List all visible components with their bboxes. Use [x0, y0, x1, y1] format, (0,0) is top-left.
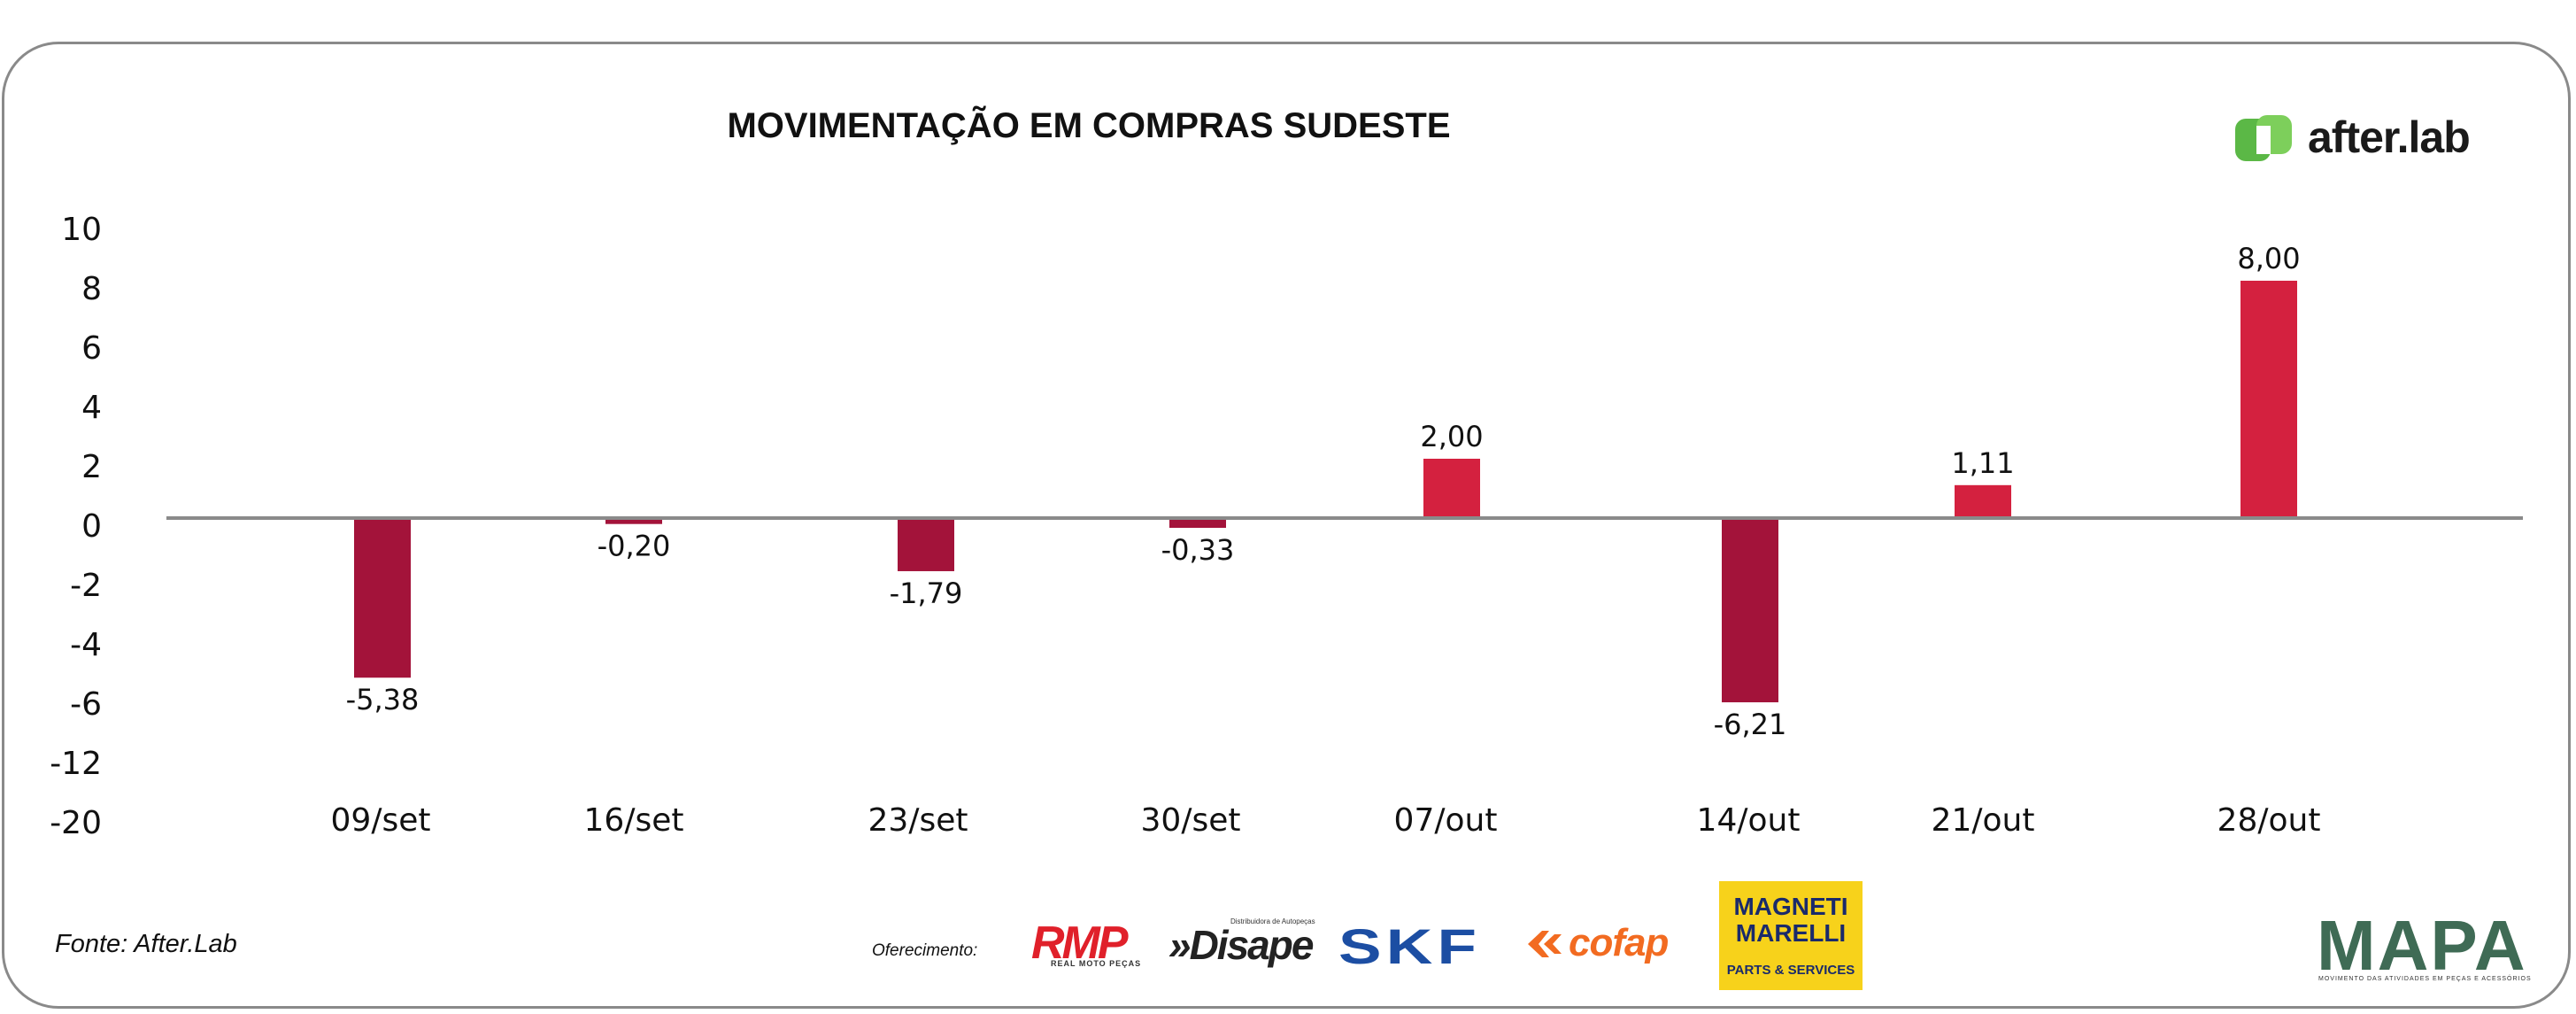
- chart-title: MOVIMENTAÇÃO EM COMPRAS SUDESTE: [727, 106, 1451, 145]
- disape-logo: Distribuidora de Autopeças »Disape: [1168, 912, 1323, 968]
- rmp-logo: RMP REAL MOTO PEÇAS: [1031, 917, 1146, 970]
- offer-label: Oferecimento:: [872, 941, 978, 960]
- afterlab-logo: after.lab: [2235, 112, 2483, 166]
- bar: [354, 518, 411, 678]
- mapa-logo: MAPA MOVIMENTO DAS ATIVIDADES EM PEÇAS E…: [2317, 910, 2531, 986]
- y-tick-label: 4: [81, 390, 102, 426]
- y-tick-label: 6: [81, 330, 102, 367]
- bar: [1722, 518, 1778, 703]
- skf-wordmark: SKF: [1338, 918, 1482, 974]
- chart-frame: [2, 42, 2571, 1009]
- rmp-wordmark: RMP: [1031, 917, 1129, 969]
- bar: [2241, 281, 2297, 518]
- data-label: -5,38: [346, 683, 420, 716]
- data-label: -6,21: [1714, 708, 1787, 741]
- data-label: 1,11: [1951, 446, 2014, 480]
- x-tick-label: 21/out: [1932, 802, 2035, 839]
- disape-subtitle: Distribuidora de Autopeças: [1230, 917, 1315, 925]
- y-tick-label: -4: [70, 627, 102, 663]
- disape-wordmark: »Disape: [1168, 922, 1314, 968]
- y-axis-ticks: 10 8 6 4 2 0 -2 -4 -6 -12 -20: [50, 212, 102, 841]
- cofap-wordmark: cofap: [1569, 921, 1669, 964]
- x-tick-label: 28/out: [2217, 802, 2321, 839]
- cofap-mark-icon: [1528, 931, 1562, 957]
- skf-logo: SKF: [1338, 917, 1507, 974]
- data-label: -0,33: [1161, 533, 1235, 567]
- bars: [354, 281, 2297, 703]
- y-tick-label: -12: [50, 746, 102, 782]
- mapa-wordmark: MAPA: [2317, 906, 2527, 985]
- data-label: 8,00: [2237, 242, 2300, 275]
- y-tick-label: -6: [70, 686, 102, 723]
- cofap-logo: cofap: [1524, 917, 1693, 970]
- afterlab-wordmark: after.lab: [2308, 112, 2471, 162]
- bar: [1955, 484, 2011, 518]
- x-tick-label: 23/set: [868, 802, 968, 839]
- x-axis-ticks: 09/set 16/set 23/set 30/set 07/out 14/out 21/o…: [331, 802, 2321, 839]
- y-tick-label: -20: [50, 805, 102, 841]
- rmp-subtitle: REAL MOTO PEÇAS: [1051, 959, 1142, 968]
- bar: [1169, 518, 1226, 529]
- bar: [605, 518, 662, 524]
- y-tick-label: 10: [61, 212, 102, 248]
- data-labels: -5,38 -0,20 -1,79 -0,33 2,00 -6,21 1,11 8,00: [346, 242, 2301, 741]
- x-tick-label: 14/out: [1697, 802, 1801, 839]
- magneti-marelli-logo: MAGNETI MARELLI PARTS & SERVICES: [1719, 881, 1863, 990]
- x-tick-label: 09/set: [331, 802, 431, 839]
- magneti-marelli-wordmark: MAGNETI MARELLI: [1733, 893, 1848, 947]
- y-tick-label: 8: [81, 271, 102, 307]
- bar: [898, 518, 954, 571]
- bar: [1423, 459, 1480, 518]
- data-label: -0,20: [598, 530, 671, 563]
- data-label: -1,79: [890, 577, 963, 610]
- source-note: Fonte: After.Lab: [55, 930, 237, 958]
- mapa-subtitle: MOVIMENTO DAS ATIVIDADES EM PEÇAS E ACES…: [2318, 976, 2532, 982]
- y-tick-label: 2: [81, 449, 102, 485]
- x-tick-label: 07/out: [1394, 802, 1498, 839]
- magneti-marelli-subtitle: PARTS & SERVICES: [1726, 963, 1855, 978]
- afterlab-mark-icon: [2235, 115, 2292, 161]
- y-tick-label: -2: [70, 568, 102, 604]
- x-tick-label: 16/set: [584, 802, 684, 839]
- x-tick-label: 30/set: [1141, 802, 1241, 839]
- data-label: 2,00: [1420, 420, 1483, 453]
- y-tick-label: 0: [81, 508, 102, 545]
